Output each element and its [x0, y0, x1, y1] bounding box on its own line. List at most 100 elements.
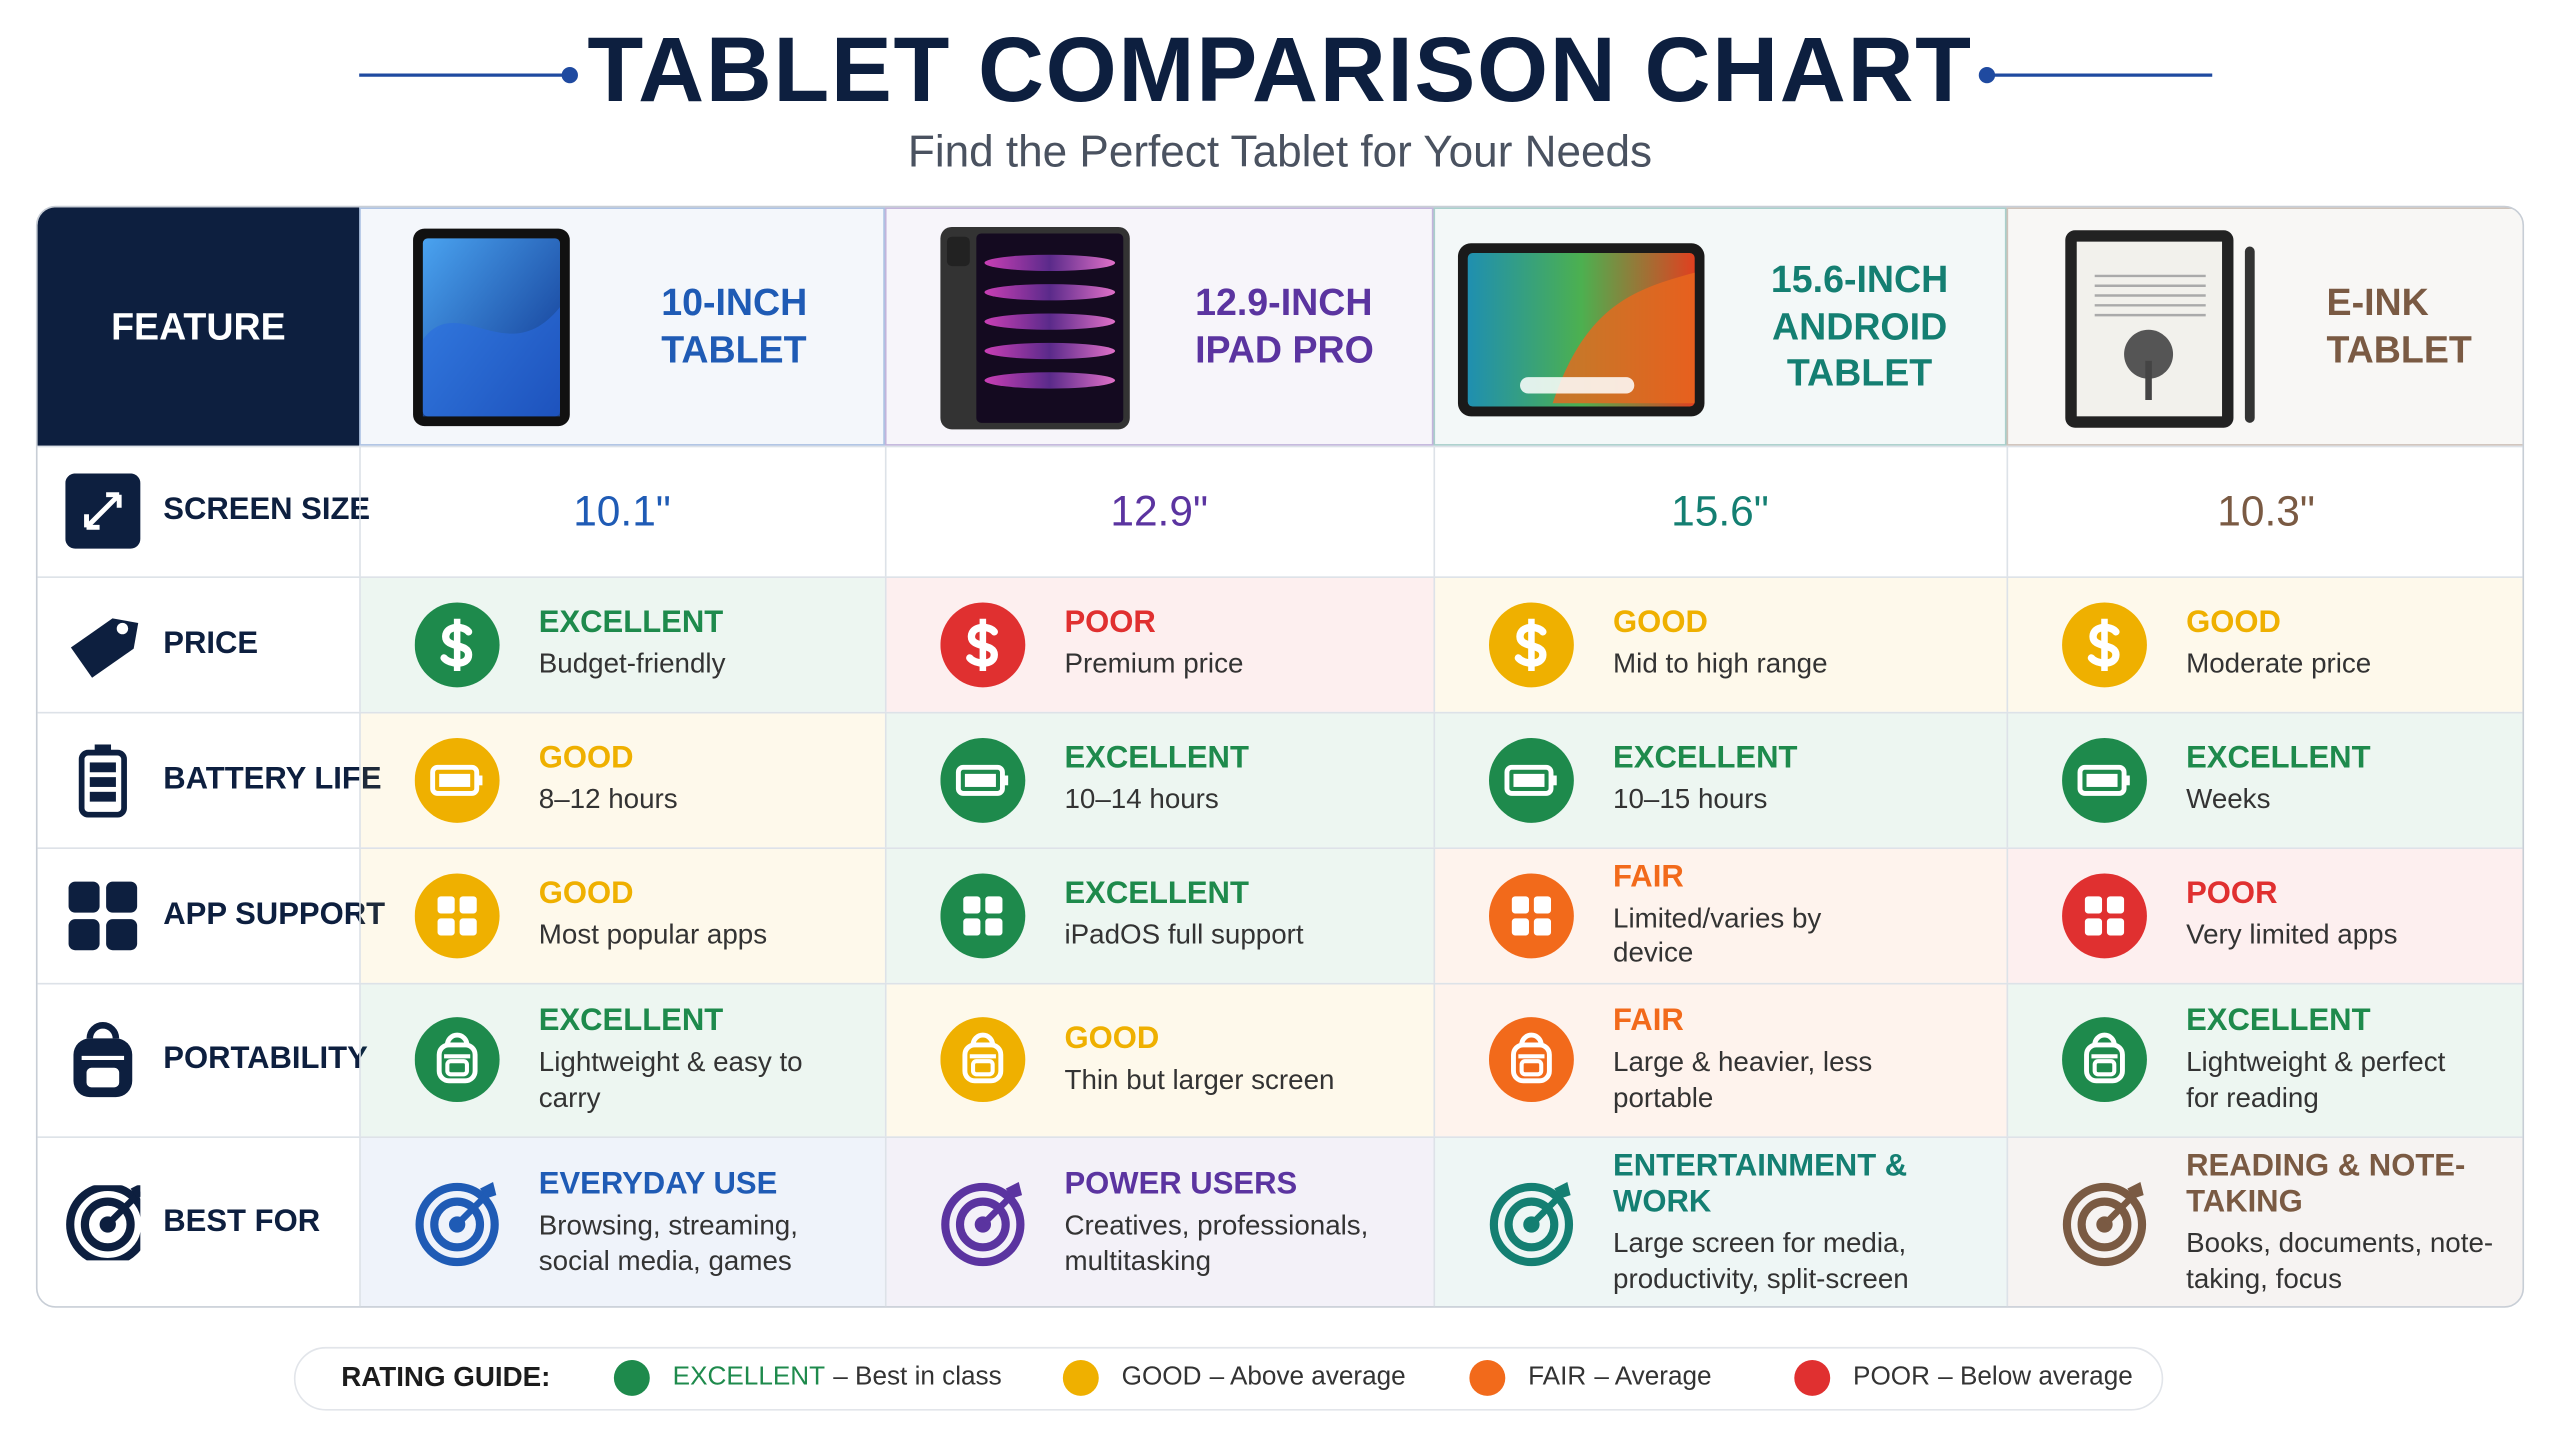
cell-background [2008, 1137, 2523, 1307]
rating: FAIR [1613, 1004, 1684, 1039]
detail: Limited/varies by device [1613, 902, 1822, 969]
detail: Most popular apps [538, 919, 768, 951]
feature-label: PORTABILITY [163, 1041, 368, 1076]
col-divider [2006, 576, 2009, 712]
rating-icon [415, 1182, 499, 1267]
rating: EXCELLENT [2186, 1004, 2371, 1039]
cell-text: POOR Very limited apps [2186, 847, 2513, 983]
cell-background [360, 1137, 885, 1307]
legend-rating: GOOD [1121, 1363, 1202, 1392]
col-divider [2006, 711, 2009, 848]
legend-dot [1469, 1359, 1506, 1396]
cell-text: POWER USERS Creatives, professionals, mul… [1064, 1136, 1420, 1306]
rating-icon [2062, 737, 2147, 823]
feature-icon [65, 473, 141, 549]
cell-text: GOOD 8–12 hours [539, 712, 872, 848]
cell-text: READING & NOTE-TAKING Books, documents, n… [2186, 1136, 2513, 1306]
rating-icon [414, 1017, 500, 1103]
detail: Large & heavier, less portable [1613, 1046, 1873, 1113]
screen-size: 12.9" [1110, 485, 1209, 535]
row-divider [37, 982, 2523, 985]
row-divider [37, 1136, 2523, 1138]
col-divider [2006, 445, 2009, 577]
feature-icon [70, 617, 139, 677]
column-name: 12.9-INCH IPAD PRO [1195, 207, 1399, 445]
rating-icon [1488, 737, 1574, 823]
legend-note: – Below average [1938, 1363, 2133, 1392]
column-name: 10-INCH TABLET [661, 207, 865, 445]
screen-size: 10.1" [573, 485, 671, 535]
col-divider [2006, 1136, 2009, 1307]
feature-icon [78, 743, 127, 817]
comparison-table: FEATURE 10-INCH TABLET 12.9-INCH IPAD PRO 1… [35, 205, 2525, 1308]
rating-icon [940, 1017, 1026, 1103]
rating: GOOD [2186, 606, 2281, 641]
col-divider [2006, 847, 2009, 983]
detail: Mid to high range [1613, 648, 1828, 680]
column-name: E-INK TABLET [2327, 207, 2523, 445]
feature-label: BATTERY LIFE [163, 761, 382, 796]
rating-icon [941, 1182, 1025, 1267]
column-name: 15.6-INCH ANDROID TABLET [1768, 207, 1951, 445]
rating: GOOD [538, 877, 634, 912]
detail: 10–14 hours [1064, 784, 1219, 816]
col-divider [359, 982, 361, 1137]
rating-icon [414, 737, 500, 823]
detail: Weeks [2186, 784, 2271, 816]
cell-text: FAIR Large & heavier, less portable [1613, 983, 1993, 1136]
col-divider [359, 711, 361, 848]
legend-note: – Above average [1209, 1363, 1406, 1392]
rating: ENTERTAINMENT & WORK [1613, 1149, 1908, 1220]
cell-text: GOOD Mid to high range [1613, 576, 1993, 712]
legend-dot [1062, 1359, 1099, 1396]
rating: FAIR [1613, 859, 1684, 895]
rating: READING & NOTE-TAKING [2186, 1149, 2466, 1220]
detail: Premium price [1064, 648, 1244, 680]
cell-text: ENTERTAINMENT & WORK Large screen for med… [1613, 1136, 1993, 1306]
rating-icon [1488, 872, 1574, 958]
rating: EXCELLENT [1064, 877, 1249, 912]
rating-icon [2062, 1017, 2147, 1103]
rating: EXCELLENT [2186, 741, 2371, 777]
feature-icon [73, 1022, 133, 1098]
rating: EXCELLENT [538, 1004, 724, 1039]
detail: Lightweight & perfect for reading [2186, 1046, 2446, 1113]
column-name-text: 12.9-INCH IPAD PRO [1195, 281, 1374, 371]
legend-entry: FAIR – Average [1528, 1349, 1711, 1408]
rating: POWER USERS [1064, 1167, 1298, 1203]
cell-text: GOOD Moderate price [2186, 576, 2513, 712]
legend-entry: GOOD – Above average [1122, 1349, 1406, 1408]
row-divider [37, 847, 2523, 849]
rating-icon [414, 601, 500, 687]
col-divider [884, 445, 887, 577]
legend-entry: POOR – Below average [1853, 1349, 2133, 1408]
detail: Budget-friendly [538, 648, 726, 680]
rating: GOOD [1613, 606, 1708, 641]
row-divider [37, 445, 2523, 448]
col-divider [884, 576, 887, 712]
rating: EVERYDAY USE [538, 1167, 778, 1203]
rating-icon [2062, 872, 2147, 958]
legend-dot [613, 1359, 650, 1396]
detail: Books, documents, note-taking, focus [2186, 1228, 2494, 1294]
col-divider [1433, 711, 1436, 848]
col-divider [1433, 982, 1436, 1137]
rating: EXCELLENT [538, 606, 724, 641]
col-divider [884, 711, 887, 848]
title-decoration [359, 66, 2213, 84]
col-divider [359, 1136, 361, 1307]
tablet-image [1457, 243, 1705, 417]
tablet-image [413, 228, 570, 427]
rating-icon [1488, 601, 1574, 687]
rating: EXCELLENT [1613, 741, 1798, 777]
rating: EXCELLENT [1064, 741, 1249, 777]
feature-label: PRICE [163, 626, 259, 661]
feature-icon [66, 1185, 141, 1261]
detail: 8–12 hours [538, 784, 678, 816]
subtitle: Find the Perfect Tablet for Your Needs [907, 127, 1653, 177]
rating: GOOD [1064, 1021, 1160, 1057]
rating-guide: RATING GUIDE: EXCELLENT – Best in class GOO… [293, 1346, 2164, 1411]
legend-rating: EXCELLENT [672, 1363, 826, 1392]
col-divider [359, 445, 361, 577]
